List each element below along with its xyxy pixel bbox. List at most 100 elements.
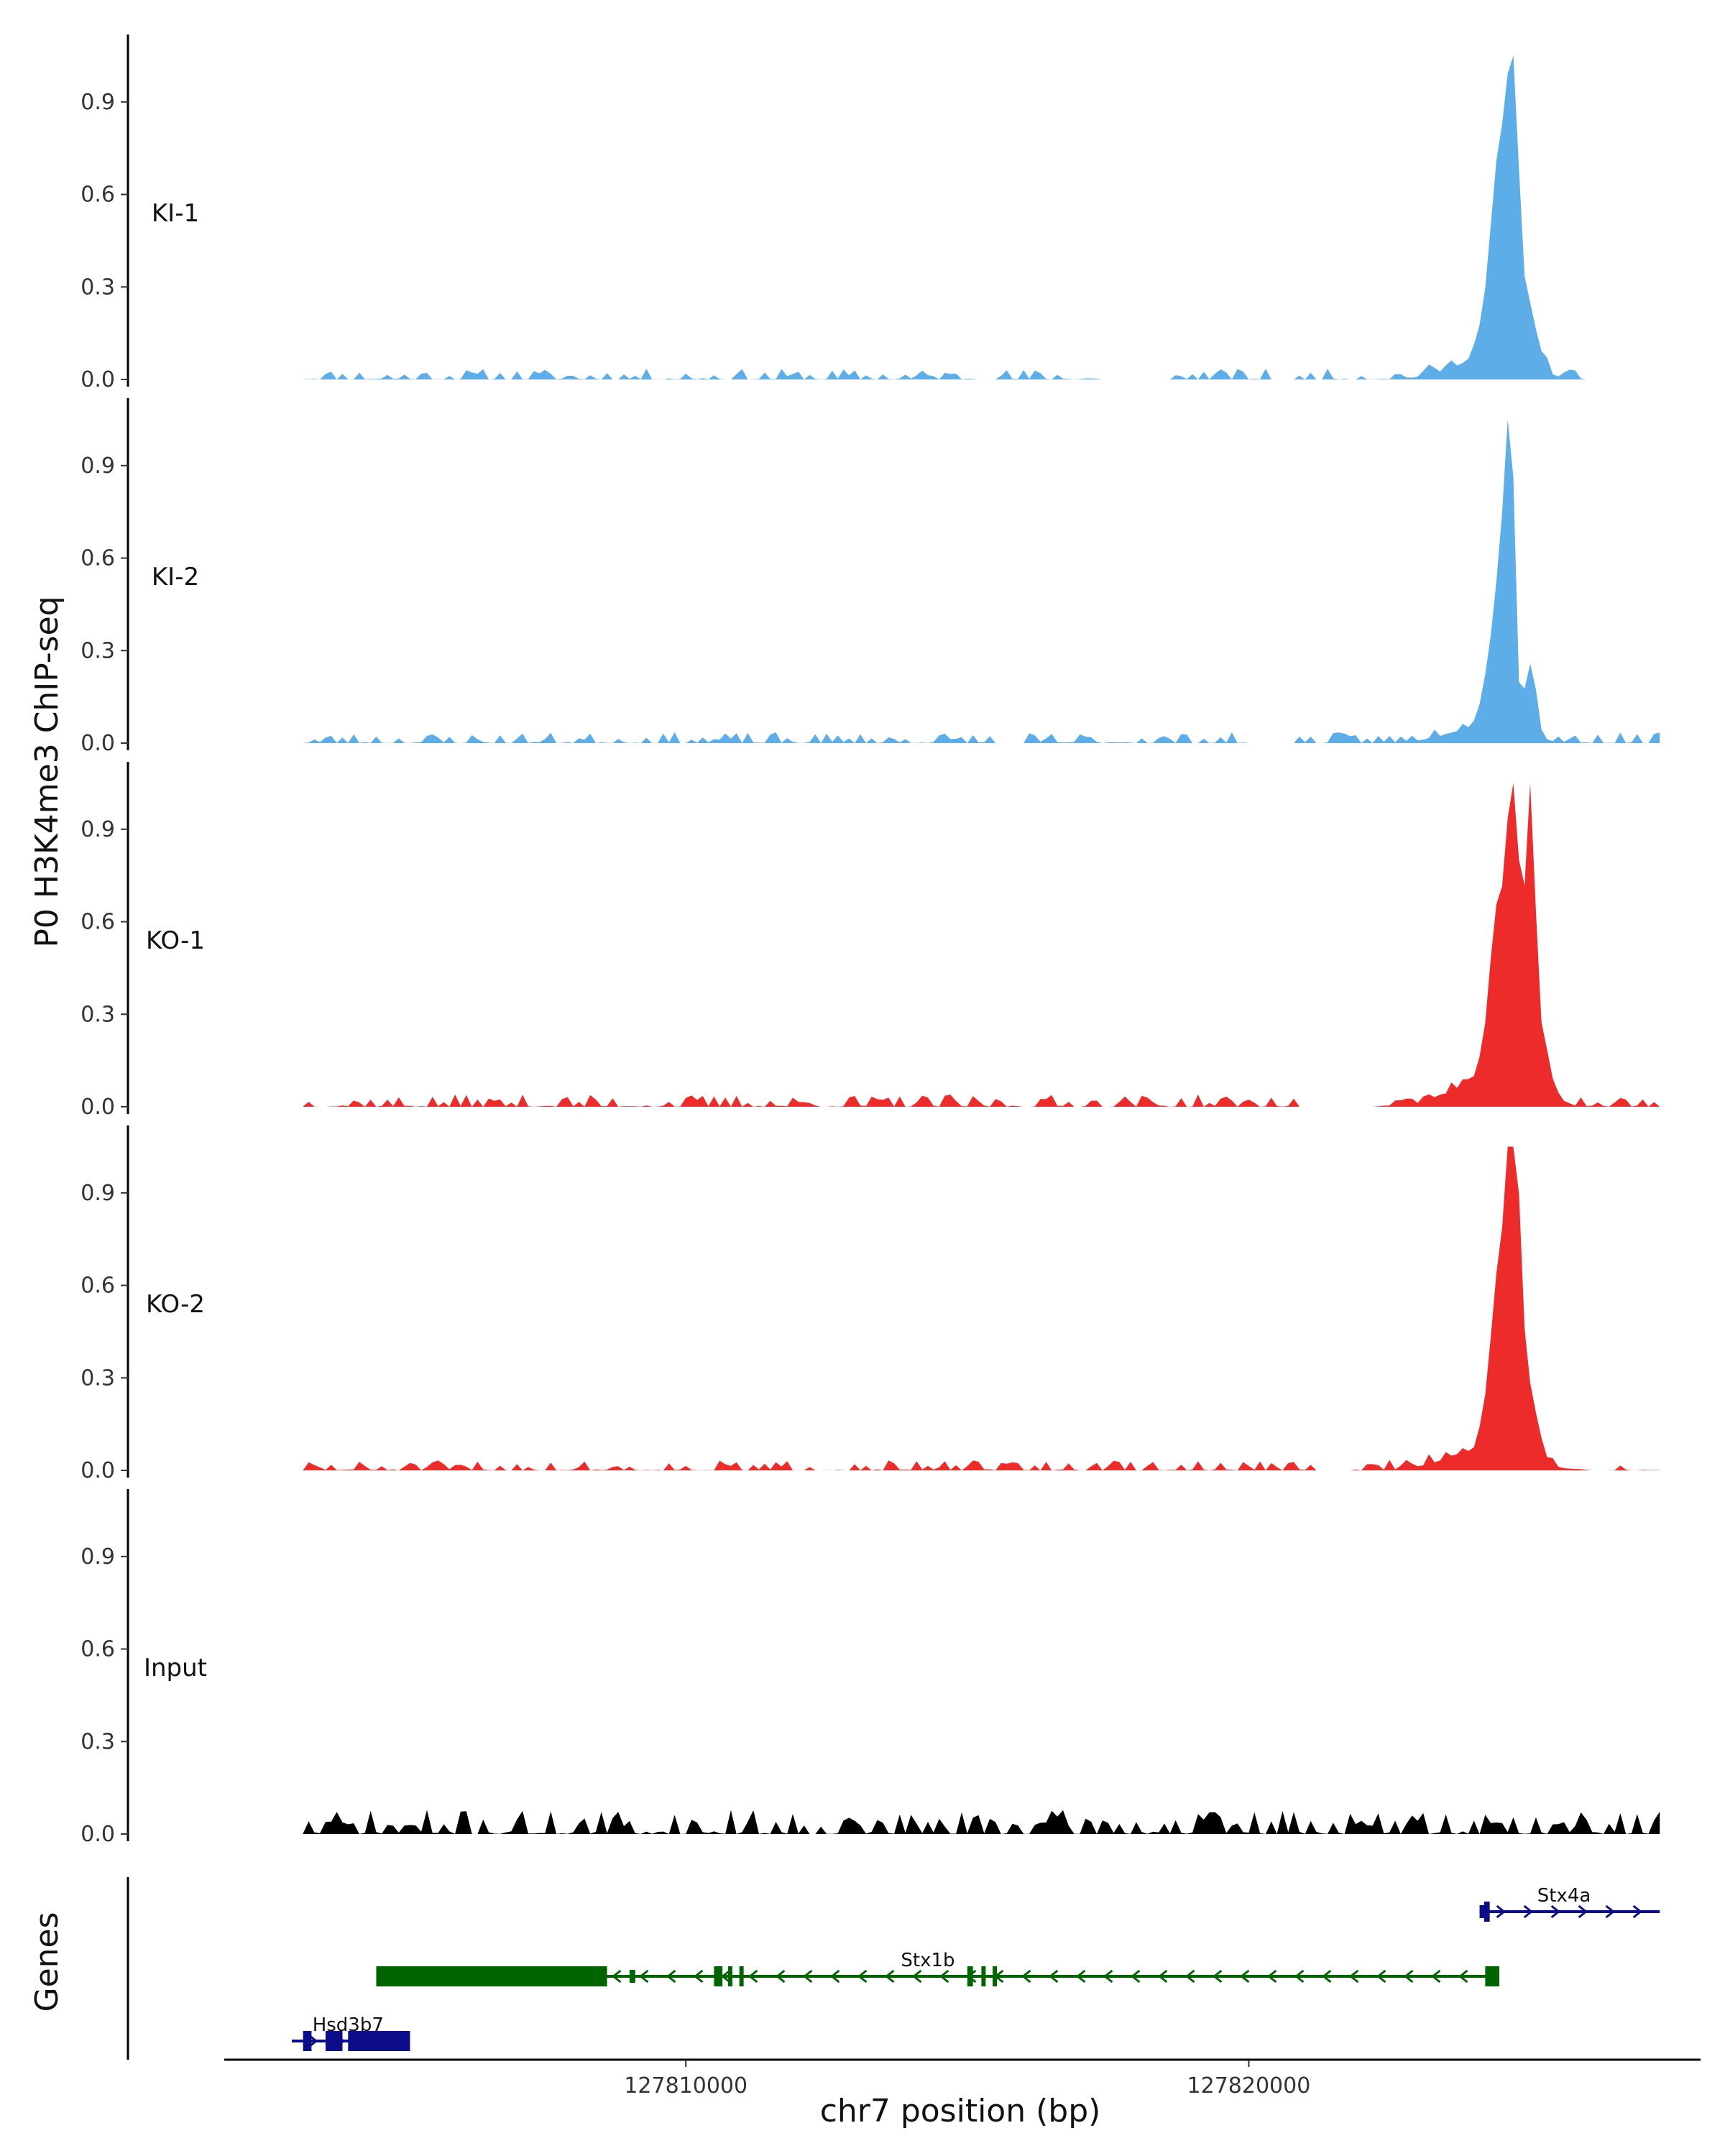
exon — [1485, 1966, 1499, 1986]
strand-arrow — [803, 1969, 813, 1984]
strand-arrow — [666, 1969, 676, 1984]
gene-stx1b: Stx1b — [376, 1950, 1499, 1986]
exon — [727, 1966, 732, 1986]
exon — [967, 1966, 973, 1986]
signal-area-ko-2 — [303, 1146, 1660, 1470]
exon — [1484, 1902, 1490, 1922]
track-panel-ko-1: 0.0 0.3 0.6 0.9 KO-1 — [80, 762, 1660, 1120]
strand-arrow — [1076, 1969, 1086, 1984]
y-tick-label: 0.0 — [80, 731, 115, 756]
exon — [595, 1966, 607, 1986]
strand-arrow — [1458, 1969, 1468, 1984]
track-panel-ki-1: 0.0 0.3 0.6 0.9 KI-1 — [80, 34, 1660, 392]
strand-arrow — [1523, 1904, 1533, 1919]
track-panel-ki-2: 0.0 0.3 0.6 0.9 KI-2 — [80, 398, 1660, 756]
strand-arrow — [1021, 1969, 1031, 1984]
gene-stx4a: Stx4a — [1479, 1885, 1660, 1922]
x-axis-title: chr7 position (bp) — [820, 2093, 1101, 2129]
y-tick-label: 0.6 — [80, 183, 115, 208]
strand-arrow — [1158, 1969, 1168, 1984]
strand-arrow — [1578, 1904, 1588, 1919]
strand-arrow — [1496, 1904, 1506, 1919]
strand-arrow — [748, 1969, 758, 1984]
exon — [629, 1970, 635, 1983]
strand-arrow — [885, 1969, 895, 1984]
x-tick-label: 127820000 — [1187, 2073, 1311, 2099]
exon — [1479, 1905, 1486, 1918]
strand-arrow — [1376, 1969, 1386, 1984]
y-tick-label: 0.9 — [80, 1181, 115, 1206]
strand-arrow — [1240, 1969, 1250, 1984]
track-label: KI-1 — [152, 199, 199, 228]
strand-arrow — [1349, 1969, 1359, 1984]
signal-area-ko-1 — [303, 783, 1660, 1107]
gene-hsd3b7: Hsd3b7 — [291, 2014, 410, 2051]
x-axis: 127810000 127820000 — [224, 2058, 1701, 2099]
signal-area-ki-2 — [303, 419, 1660, 743]
track-label: KO-1 — [146, 926, 205, 955]
strand-arrow — [694, 1969, 704, 1984]
y-tick-label: 0.0 — [80, 1095, 115, 1120]
exon — [993, 1966, 998, 1986]
y-tick-label: 0.6 — [80, 1637, 115, 1662]
gene-label: Stx4a — [1537, 1885, 1591, 1907]
strand-arrow — [1213, 1969, 1223, 1984]
track-label: Input — [144, 1654, 207, 1682]
track-label: KO-2 — [146, 1290, 205, 1319]
strand-arrow — [1185, 1969, 1195, 1984]
strand-arrow — [1294, 1969, 1305, 1984]
strand-arrow — [912, 1969, 922, 1984]
strand-arrow — [1431, 1969, 1441, 1984]
strand-arrow — [1049, 1969, 1059, 1984]
strand-arrow — [1404, 1969, 1414, 1984]
y-tick-label: 0.3 — [80, 1002, 115, 1027]
strand-arrow — [830, 1969, 840, 1984]
y-tick-label: 0.6 — [80, 1273, 115, 1299]
strand-arrow — [857, 1969, 868, 1984]
strand-arrow — [1131, 1969, 1141, 1984]
y-tick-label: 0.9 — [80, 1544, 115, 1570]
strand-arrow — [939, 1969, 949, 1984]
genes-axis-title: Genes — [29, 1912, 65, 2012]
strand-arrow — [721, 1969, 731, 1984]
strand-arrow — [776, 1969, 786, 1984]
y-tick-label: 0.0 — [80, 1458, 115, 1483]
exon — [981, 1966, 986, 1986]
strand-arrow — [1632, 1904, 1642, 1919]
y-tick-label: 0.3 — [80, 1365, 115, 1391]
strand-arrow — [1550, 1904, 1560, 1919]
y-axis-title: P0 H3K4me3 ChIP-seq — [29, 596, 65, 947]
y-tick-label: 0.6 — [80, 546, 115, 571]
signal-area-input — [303, 1810, 1660, 1834]
gene-label: Hsd3b7 — [313, 2014, 384, 2036]
y-tick-label: 0.3 — [80, 275, 115, 300]
y-tick-label: 0.3 — [80, 1729, 115, 1754]
genes-layer: Stx4a Stx1b Hsd3b7 — [126, 1877, 1660, 2060]
strand-arrow — [639, 1969, 649, 1984]
exon — [376, 1966, 596, 1986]
track-panel-ko-2: 0.0 0.3 0.6 0.9 KO-2 — [80, 1125, 1660, 1483]
y-tick-label: 0.6 — [80, 910, 115, 935]
y-tick-label: 0.0 — [80, 1822, 115, 1847]
signal-area-ki-1 — [303, 55, 1660, 379]
strand-arrow — [612, 1969, 622, 1984]
y-tick-label: 0.9 — [80, 90, 115, 115]
exon — [739, 1966, 744, 1986]
y-tick-label: 0.9 — [80, 453, 115, 479]
strand-arrow — [1103, 1969, 1113, 1984]
exon — [303, 2031, 312, 2051]
x-tick-label: 127810000 — [624, 2073, 748, 2099]
exon — [325, 2031, 343, 2051]
strand-arrow — [1267, 1969, 1277, 1984]
track-label: KI-2 — [152, 563, 199, 591]
exon — [348, 2031, 410, 2051]
exon — [714, 1966, 723, 1986]
y-tick-label: 0.9 — [80, 817, 115, 842]
strand-arrow — [1605, 1904, 1615, 1919]
tracks-layer: 0.00.30.60.9KI-10.00.30.60.9KI-20.00.30.… — [80, 34, 1660, 1847]
gene-label: Stx1b — [901, 1950, 954, 1971]
track-panel-input: 0.0 0.3 0.6 0.9 Input — [80, 1489, 1660, 1847]
y-tick-label: 0.3 — [80, 638, 115, 663]
y-tick-label: 0.0 — [80, 367, 115, 392]
